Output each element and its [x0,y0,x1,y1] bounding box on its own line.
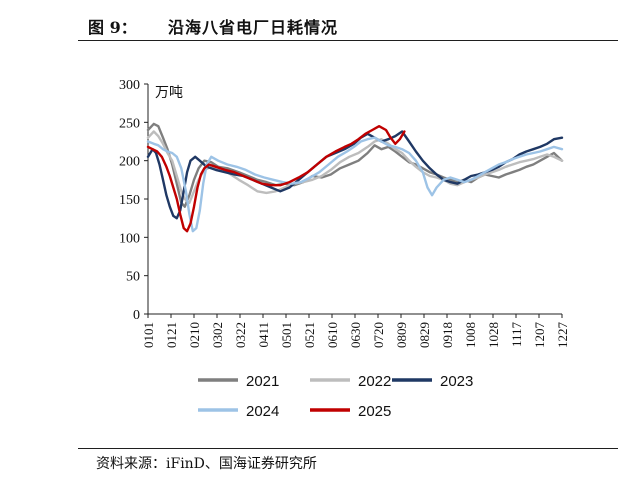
chart-axes [147,84,562,315]
series-line-2023 [146,130,564,220]
legend-item-2021: 2021 [198,373,279,390]
x-tick-label: 0630 [348,322,363,348]
legend-item-2024: 2024 [198,403,279,420]
chart-series-lines [146,122,564,233]
x-tick-label: 1227 [555,322,570,349]
x-tick-label: 1207 [532,322,547,349]
series-line-2022 [146,130,564,204]
x-tick-label: 0610 [325,322,340,348]
y-tick-label: 200 [119,155,140,170]
daily-consumption-chart: 万吨 0101 0121 0210 0302 0322 0411 0501 0521 0610 0… [119,78,570,420]
legend-label: 2024 [246,403,279,420]
source-note: 资料来源：iFinD、国海证券研究所 [96,456,317,472]
series-line-2025 [146,125,406,233]
figure-header: 图 9： 沿海八省电厂日耗情况 [78,6,618,41]
legend-label: 2022 [358,373,391,390]
y-tick-label: 100 [119,231,140,246]
x-tick-label: 0501 [279,322,294,348]
figure-title: 沿海八省电厂日耗情况 [168,18,339,37]
legend-item-2023: 2023 [392,373,473,390]
y-tick-label: 250 [119,116,140,131]
x-tick-label: 0411 [256,322,271,348]
x-tick-label: 0829 [417,322,432,348]
legend-label: 2023 [440,373,473,390]
y-axis-tick-labels: 0 50 100 150 200 250 300 [119,78,148,323]
x-tick-label: 1117 [509,322,524,348]
legend-item-2022: 2022 [310,373,391,390]
y-tick-label: 50 [126,270,140,285]
figure-footer: 资料来源：iFinD、国海证券研究所 [78,448,618,472]
legend-label: 2021 [246,373,279,390]
legend-item-2025: 2025 [310,403,391,420]
figure-label: 图 9： [88,18,137,37]
x-tick-label: 1028 [486,322,501,348]
x-tick-label: 0809 [394,322,409,348]
x-tick-label: 0302 [210,322,225,348]
x-tick-label: 1008 [463,322,478,348]
x-tick-label: 0720 [371,322,386,348]
x-tick-label: 0521 [302,322,317,348]
x-tick-label: 0121 [164,322,179,348]
y-tick-label: 150 [119,193,140,208]
y-tick-label: 300 [119,78,140,93]
series-line-2021 [146,122,564,208]
y-tick-label: 0 [133,308,140,323]
legend-label: 2025 [358,403,391,420]
x-axis-tick-labels: 0101 0121 0210 0302 0322 0411 0501 0521 0610 0630… [141,314,570,348]
chart-legend: 2021 2022 2023 2024 2025 [198,373,473,420]
x-tick-label: 0322 [233,322,248,348]
x-tick-label: 0101 [141,322,156,348]
x-tick-label: 0210 [187,322,202,348]
series-line-2024 [146,136,564,233]
y-unit-label: 万吨 [155,85,183,101]
x-tick-label: 0918 [440,322,455,348]
